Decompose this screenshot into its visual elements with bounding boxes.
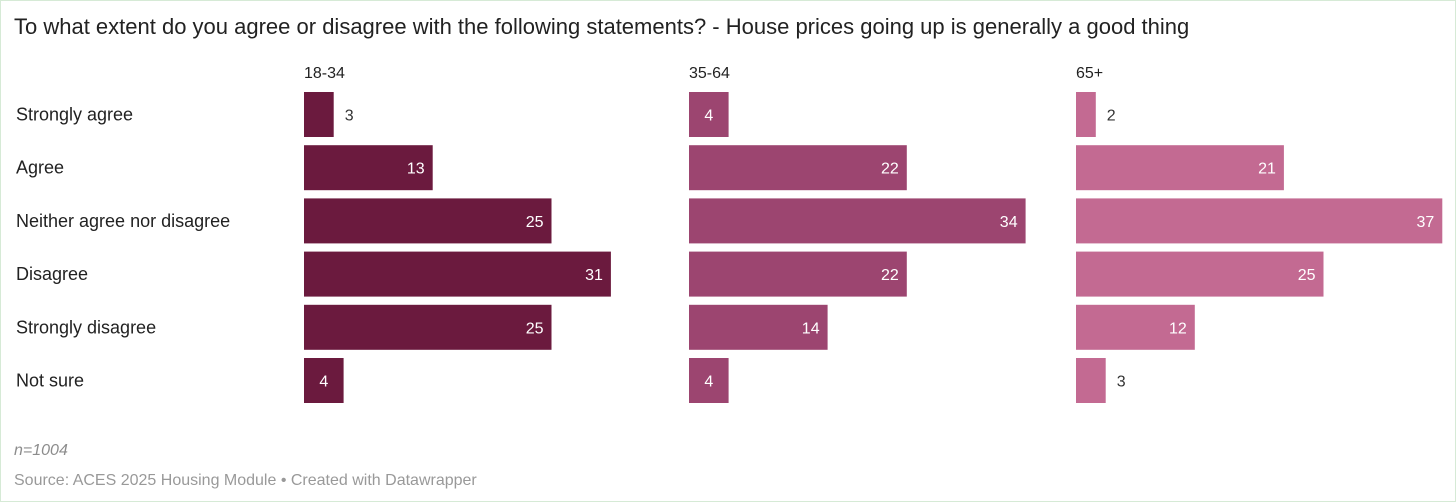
- bar: [1076, 358, 1106, 403]
- bar: [689, 304, 828, 350]
- category-label: Strongly disagree: [16, 317, 156, 337]
- data-label: 25: [1298, 267, 1316, 284]
- data-label: 25: [526, 320, 544, 337]
- data-label: 14: [802, 320, 820, 337]
- bar-chart: Strongly agree Agree Neither agree nor dis…: [16, 65, 1443, 403]
- category-label: Disagree: [16, 264, 88, 284]
- sample-size-note: n=1004: [14, 442, 68, 459]
- bar: [304, 251, 611, 297]
- data-label: 22: [881, 267, 899, 284]
- data-label: 34: [1000, 214, 1018, 231]
- category-label: Not sure: [16, 371, 84, 391]
- data-label: 3: [345, 108, 354, 125]
- data-label: 21: [1258, 161, 1276, 178]
- bar: [689, 251, 907, 297]
- bar: [304, 198, 552, 244]
- bar: [689, 145, 907, 191]
- category-label: Agree: [16, 158, 64, 178]
- bar: [304, 304, 552, 350]
- bar: [1076, 251, 1324, 297]
- data-label: 2: [1107, 108, 1116, 125]
- bar: [1076, 145, 1284, 191]
- data-label: 12: [1169, 320, 1187, 337]
- bar: [304, 145, 433, 191]
- data-label: 4: [319, 374, 328, 391]
- bar: [1076, 92, 1096, 137]
- category-label: Neither agree nor disagree: [16, 211, 230, 231]
- data-label: 4: [704, 374, 713, 391]
- chart-title: To what extent do you agree or disagree …: [14, 14, 1190, 39]
- data-label: 22: [881, 161, 899, 178]
- series-header: 65+: [1076, 65, 1103, 82]
- bar: [689, 358, 729, 403]
- data-label: 31: [585, 267, 603, 284]
- bar: [304, 358, 344, 403]
- series-header: 18-34: [304, 65, 345, 82]
- data-label: 13: [407, 161, 425, 178]
- category-label: Strongly agree: [16, 105, 133, 125]
- bar: [1076, 304, 1195, 350]
- data-label: 25: [526, 214, 544, 231]
- bar: [304, 92, 334, 137]
- bar: [689, 92, 729, 137]
- source-note: Source: ACES 2025 Housing Module • Creat…: [14, 472, 477, 489]
- data-label: 37: [1417, 214, 1435, 231]
- data-label: 3: [1117, 374, 1126, 391]
- bar: [689, 198, 1026, 244]
- data-label: 4: [704, 108, 713, 125]
- bar: [1076, 198, 1443, 244]
- series-header: 35-64: [689, 65, 730, 82]
